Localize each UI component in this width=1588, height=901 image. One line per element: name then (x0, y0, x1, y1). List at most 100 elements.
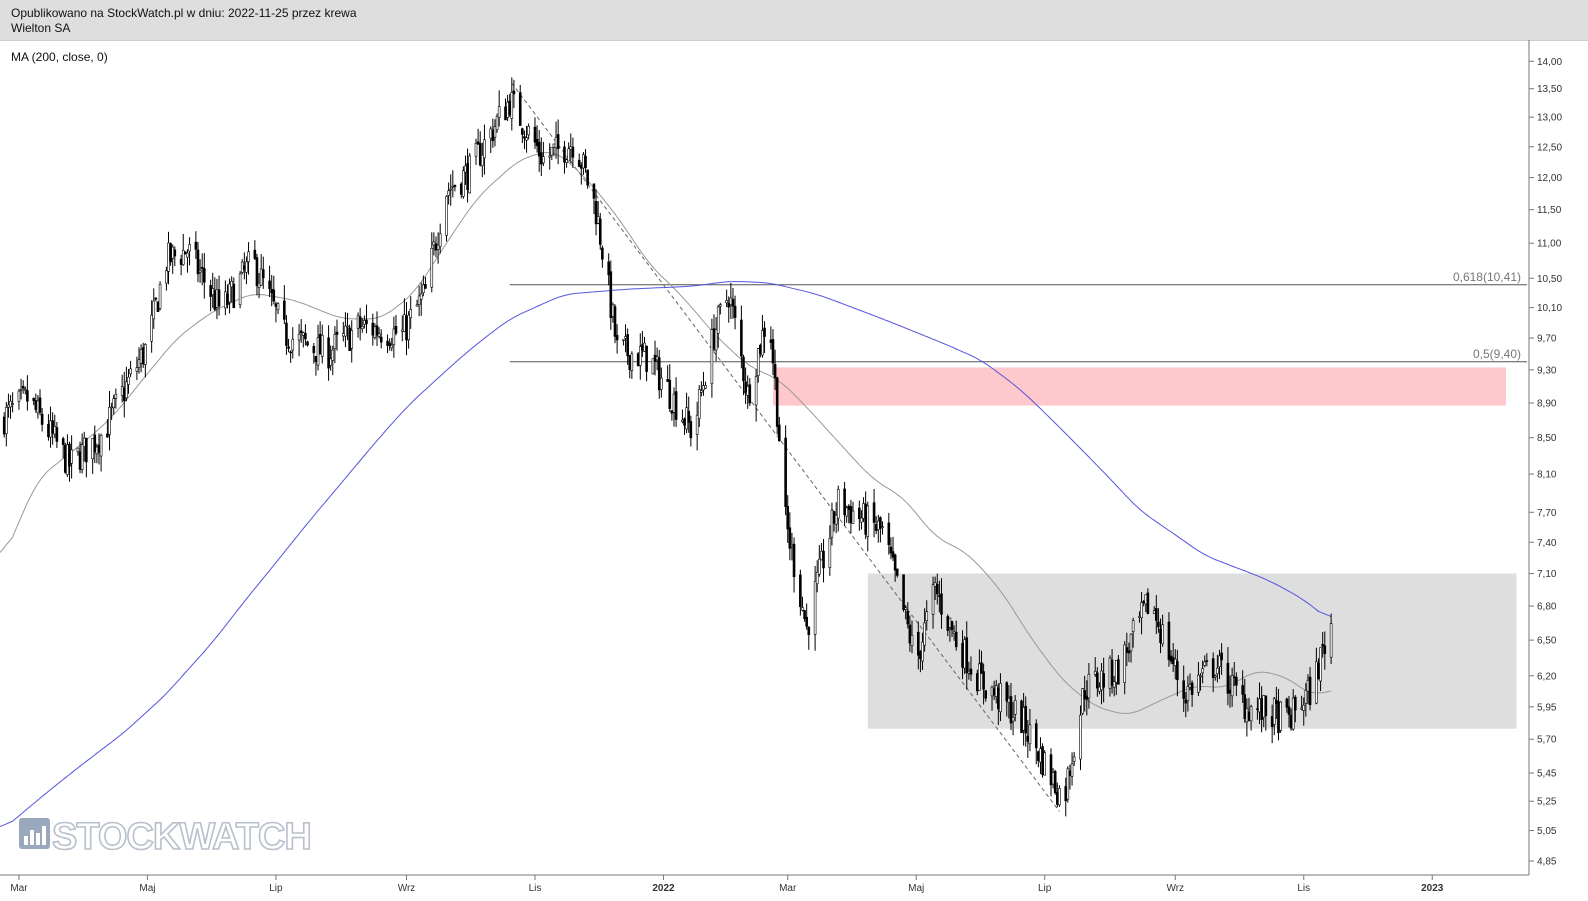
candle (891, 536, 895, 561)
candle-body (756, 348, 760, 376)
candle (141, 342, 145, 368)
candle-body (1127, 650, 1131, 654)
candle (1205, 653, 1209, 667)
candle-body (683, 418, 686, 426)
candle-body (813, 581, 817, 635)
candle-body (786, 506, 790, 530)
candle (333, 326, 337, 364)
candle (611, 302, 615, 323)
y-tick-label: 8,90 (1537, 399, 1557, 410)
y-tick-label: 9,30 (1537, 365, 1557, 376)
candle (422, 275, 425, 297)
candle (108, 390, 111, 451)
candle-body (836, 489, 840, 519)
candle-body (144, 344, 147, 365)
candle-body (777, 424, 781, 442)
candle-body (255, 257, 259, 286)
candle (984, 690, 988, 702)
candle (156, 300, 160, 312)
candle (565, 158, 568, 168)
candle (763, 321, 766, 353)
candle (373, 323, 377, 340)
candle (790, 532, 794, 561)
candle-body (849, 506, 853, 524)
candle (902, 574, 905, 612)
candle-body (685, 407, 688, 430)
y-tick-label: 7,70 (1537, 508, 1557, 519)
candle (1070, 752, 1074, 786)
candle-body (965, 637, 969, 674)
candle-body (921, 641, 924, 662)
candle (746, 375, 750, 409)
candle (344, 312, 347, 348)
candle (866, 501, 870, 552)
candle-body (582, 154, 585, 169)
candle-body (1203, 661, 1207, 666)
candle (47, 414, 50, 441)
candle-body (508, 100, 512, 116)
candle (1291, 689, 1295, 731)
candle-body (563, 146, 566, 163)
candle-body (624, 336, 627, 339)
candle (982, 663, 985, 705)
candle (876, 514, 880, 543)
candle (1241, 670, 1244, 704)
candle (274, 301, 278, 323)
candle-body (481, 154, 484, 167)
candle (748, 378, 752, 407)
candle (864, 491, 867, 540)
candle-body (731, 298, 735, 307)
candle (392, 316, 396, 358)
candle (518, 84, 522, 126)
candle (230, 276, 233, 303)
candle (93, 425, 97, 464)
candle-body (556, 134, 560, 150)
candle (801, 596, 804, 612)
ma200-line (0, 281, 1332, 828)
candle (1203, 655, 1207, 668)
candle (788, 512, 792, 561)
candle (301, 331, 305, 348)
candle-body (700, 390, 703, 393)
candle (1072, 751, 1076, 766)
candle-body (866, 505, 870, 537)
candle (379, 329, 383, 349)
candle (417, 285, 421, 317)
candle (792, 537, 796, 593)
candle (1083, 675, 1086, 712)
candle-body (660, 377, 663, 390)
candle-body (1058, 788, 1061, 806)
candle-body (1070, 763, 1074, 777)
candle-body (710, 329, 714, 385)
candle (125, 366, 128, 402)
candle (407, 311, 410, 349)
candle (224, 280, 227, 316)
candle (577, 153, 581, 168)
candle-body (773, 364, 777, 379)
candle (1125, 632, 1129, 667)
candle (253, 240, 257, 261)
candle-body (1302, 704, 1306, 711)
candle-body (622, 339, 625, 341)
candle-body (1256, 708, 1259, 711)
candle-body (834, 514, 838, 525)
candle (165, 266, 168, 291)
candle (615, 324, 619, 354)
candle-body (1087, 673, 1091, 699)
candle (268, 265, 271, 298)
candle (908, 615, 912, 652)
candle-body (447, 190, 450, 196)
candle (304, 324, 307, 346)
candle-body (1321, 644, 1324, 647)
candle-body (445, 196, 448, 236)
candle-body (1167, 621, 1171, 660)
candles-layer (2, 77, 1333, 817)
candle-body (512, 90, 516, 95)
candle-body (150, 314, 153, 342)
candle (478, 131, 482, 167)
x-tick-label: 2023 (1421, 883, 1444, 894)
candle (729, 282, 733, 319)
candle (51, 412, 54, 445)
candle (127, 368, 130, 394)
candle (243, 252, 246, 280)
